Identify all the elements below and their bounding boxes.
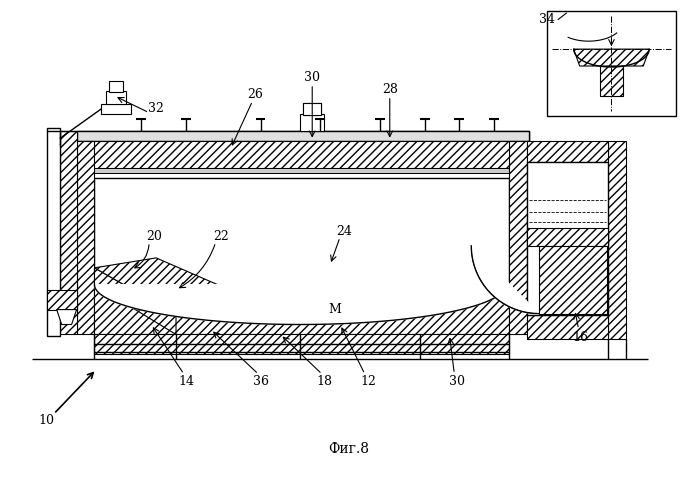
Text: 22: 22 [213, 229, 229, 242]
Bar [527, 315, 609, 340]
Text: 14: 14 [178, 375, 194, 388]
Polygon shape [94, 268, 176, 334]
Bar [77, 140, 94, 334]
Text: 12: 12 [360, 375, 376, 388]
Text: 18: 18 [316, 375, 332, 388]
Polygon shape [94, 258, 240, 315]
Bar [509, 140, 527, 334]
Bar [77, 140, 529, 169]
Polygon shape [471, 246, 539, 314]
Text: 16: 16 [572, 331, 589, 344]
Bar [59, 131, 77, 334]
Bar [94, 169, 509, 173]
Text: 20: 20 [146, 229, 162, 242]
Text: 36: 36 [252, 375, 268, 388]
Bar [94, 334, 509, 354]
Text: Фиг.8: Фиг.8 [329, 442, 370, 456]
Polygon shape [94, 285, 509, 324]
Bar [527, 140, 609, 162]
Text: 10: 10 [38, 414, 55, 427]
Bar [547, 11, 676, 116]
Polygon shape [57, 309, 77, 324]
Text: 28: 28 [382, 83, 398, 96]
Bar [47, 127, 59, 336]
Bar [94, 178, 509, 285]
Bar [301, 114, 324, 131]
Text: 30: 30 [304, 71, 320, 84]
Polygon shape [574, 49, 649, 66]
Text: 26: 26 [247, 88, 264, 102]
Bar [303, 103, 321, 115]
Polygon shape [539, 246, 607, 314]
Bar [77, 131, 529, 140]
Bar [527, 162, 609, 315]
Text: 34: 34 [539, 13, 555, 26]
Text: M: M [329, 303, 342, 316]
Text: 24: 24 [336, 225, 352, 238]
Bar [303, 103, 321, 115]
Polygon shape [94, 285, 509, 334]
Text: 30: 30 [449, 375, 466, 388]
Bar [77, 131, 529, 140]
Bar [94, 173, 509, 178]
Bar [106, 91, 127, 104]
Bar [101, 104, 131, 114]
Polygon shape [600, 66, 624, 96]
Polygon shape [47, 290, 77, 309]
Text: 32: 32 [148, 102, 164, 115]
Bar [527, 228, 609, 246]
Bar [609, 140, 626, 340]
Bar [110, 81, 123, 92]
